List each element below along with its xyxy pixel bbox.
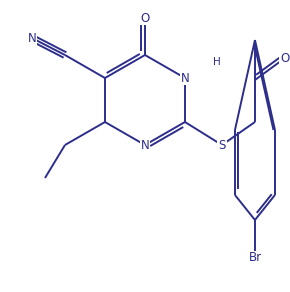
Text: O: O <box>140 11 150 25</box>
Text: N: N <box>181 72 189 84</box>
Text: H: H <box>213 57 221 67</box>
Text: N: N <box>141 138 149 152</box>
Text: O: O <box>280 51 290 65</box>
Text: S: S <box>218 138 226 152</box>
Text: N: N <box>28 32 36 44</box>
Text: Br: Br <box>249 251 262 265</box>
